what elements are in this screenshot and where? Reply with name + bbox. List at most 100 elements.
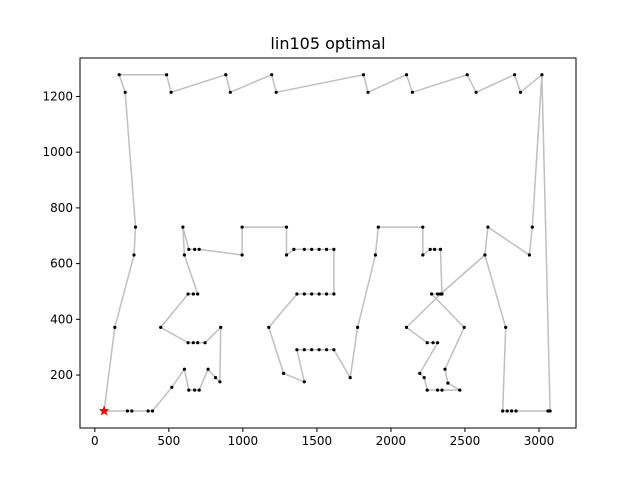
y-tick-label: 1200 xyxy=(42,89,73,103)
city-point xyxy=(240,253,244,257)
city-point xyxy=(150,409,155,413)
city-point xyxy=(125,409,129,413)
city-point xyxy=(197,388,201,392)
city-point xyxy=(324,292,329,296)
city-point xyxy=(193,388,197,392)
city-point xyxy=(310,292,314,296)
city-point xyxy=(501,409,505,413)
city-point xyxy=(310,247,314,251)
city-point xyxy=(284,225,289,229)
start-layer xyxy=(98,405,110,416)
city-point xyxy=(421,225,425,229)
city-point xyxy=(187,247,191,251)
city-point xyxy=(295,348,299,352)
city-point xyxy=(361,73,366,77)
city-point xyxy=(169,90,173,94)
y-axis: 200 400 600 800 1000 1200 xyxy=(42,89,80,382)
x-tick-label: 1000 xyxy=(228,434,259,448)
city-point xyxy=(191,341,195,345)
city-point xyxy=(302,348,306,352)
city-point xyxy=(436,388,440,392)
city-point xyxy=(317,247,321,251)
city-point xyxy=(295,292,299,296)
city-point xyxy=(425,341,429,345)
city-point xyxy=(505,409,509,413)
city-point xyxy=(224,73,228,77)
city-point xyxy=(514,409,518,413)
city-point xyxy=(446,381,450,385)
city-point xyxy=(504,325,508,329)
city-point xyxy=(430,292,434,296)
city-point xyxy=(310,348,314,352)
city-point xyxy=(186,341,190,345)
y-tick-label: 1000 xyxy=(42,145,73,159)
city-point xyxy=(510,409,514,413)
city-point xyxy=(228,90,232,94)
city-point xyxy=(317,348,321,352)
city-point xyxy=(438,292,443,296)
city-point xyxy=(213,376,218,380)
city-point xyxy=(483,253,487,257)
city-point xyxy=(410,90,414,94)
city-point xyxy=(462,325,466,329)
city-point xyxy=(187,388,191,392)
city-point xyxy=(440,388,444,392)
city-point xyxy=(196,292,200,296)
city-point xyxy=(324,247,329,251)
plot-frame xyxy=(79,57,577,429)
city-point xyxy=(218,380,222,384)
x-tick-label: 500 xyxy=(157,434,180,448)
city-point xyxy=(123,90,127,94)
city-point xyxy=(332,247,336,251)
city-point xyxy=(159,325,163,329)
city-point xyxy=(443,367,447,371)
city-point xyxy=(146,409,150,413)
city-point xyxy=(274,90,278,94)
route-layer xyxy=(103,73,551,412)
city-point xyxy=(458,388,462,392)
x-tick-label: 0 xyxy=(91,434,99,448)
city-point xyxy=(404,73,409,77)
city-point xyxy=(284,253,289,257)
city-point xyxy=(282,371,286,375)
city-point xyxy=(317,292,321,296)
city-point xyxy=(165,73,169,77)
city-point xyxy=(132,253,136,257)
city-point xyxy=(302,292,306,296)
city-point xyxy=(373,253,377,257)
city-point xyxy=(302,247,306,251)
city-point xyxy=(404,325,409,329)
city-point xyxy=(181,225,185,229)
city-point xyxy=(191,292,195,296)
city-point xyxy=(219,325,223,329)
x-tick-label: 1500 xyxy=(302,434,333,448)
y-tick-label: 800 xyxy=(50,201,73,215)
city-point xyxy=(240,225,244,229)
route-line xyxy=(103,73,543,412)
city-point xyxy=(182,367,186,371)
city-point xyxy=(133,225,138,229)
x-tick-label: 3000 xyxy=(524,434,555,448)
y-tick-label: 600 xyxy=(50,257,73,271)
city-point xyxy=(436,341,440,345)
y-tick-label: 400 xyxy=(50,312,73,326)
city-point xyxy=(433,247,437,251)
city-point xyxy=(465,73,469,77)
city-point xyxy=(348,376,352,380)
city-point xyxy=(206,367,210,371)
city-point xyxy=(130,409,134,413)
x-axis: 0 500 1000 1500 2000 2500 3000 xyxy=(91,428,554,448)
city-point xyxy=(366,90,370,94)
x-tick-label: 2000 xyxy=(376,434,407,448)
city-point xyxy=(546,409,550,413)
start-marker-star-icon xyxy=(98,405,110,416)
city-point xyxy=(438,247,443,251)
city-point xyxy=(474,90,478,94)
city-point xyxy=(196,341,200,345)
city-point xyxy=(193,247,197,251)
city-point xyxy=(117,73,121,77)
chart-title: lin105 optimal xyxy=(270,34,385,53)
city-point xyxy=(270,73,274,77)
y-tick-label: 200 xyxy=(50,368,73,382)
